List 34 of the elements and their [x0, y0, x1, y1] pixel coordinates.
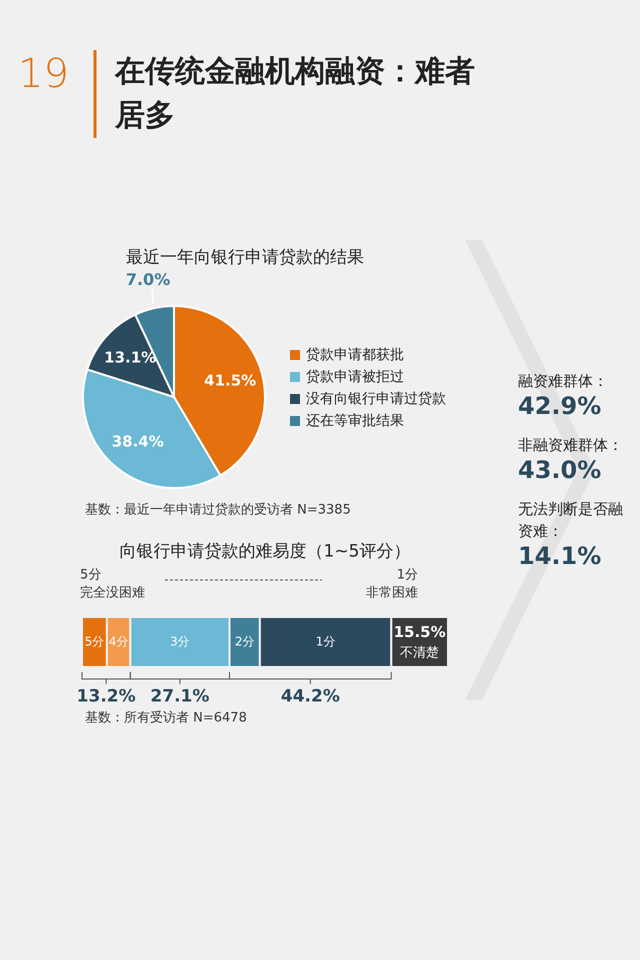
series-label: 不清楚: [400, 646, 440, 661]
text: 非常困难: [366, 586, 418, 601]
text: 43.0%: [518, 456, 602, 484]
text: 基数：最近一年申请过贷款的受访者 N=3385: [85, 502, 351, 518]
text: 44.2%: [280, 686, 340, 707]
data-label: 7.0%: [126, 270, 170, 290]
data-label: 13.1%: [104, 348, 156, 367]
legend-label: 贷款申请都获批: [306, 346, 404, 363]
legend-label: 还在等审批结果: [306, 412, 404, 429]
series-label: 1分: [316, 634, 336, 648]
text: 无法判断是否融资难：: [518, 499, 624, 542]
text: 13.2%: [76, 686, 136, 707]
text: 融资难群体：: [518, 371, 609, 392]
series-label: 2分: [234, 634, 255, 648]
text: 14.1%: [518, 542, 602, 570]
chart-title: 向银行申请贷款的难易度（1~5评分）: [120, 542, 410, 562]
text: 1分: [396, 568, 418, 583]
chart-title: 在传统金融机构融资：难者居多: [115, 53, 476, 135]
text: 完全没困难: [80, 584, 145, 601]
series-label: 5分: [84, 634, 104, 648]
text: 19: [18, 50, 69, 98]
text: 非融资难群体：: [518, 435, 624, 456]
data-label: 38.4%: [112, 432, 164, 451]
series-label: 4分: [108, 634, 128, 648]
text: 基数：所有受访者 N=6478: [85, 710, 247, 726]
data-label: 41.5%: [204, 372, 256, 390]
text: 42.9%: [518, 392, 602, 420]
series-label: 3分: [170, 634, 190, 648]
text: 27.1%: [150, 686, 210, 707]
legend-label: 贷款申请被拒过: [306, 368, 404, 385]
text: 5分: [80, 568, 102, 583]
data-label: 15.5%: [394, 623, 446, 642]
legend-label: 没有向银行申请过贷款: [306, 390, 446, 407]
chart-subtitle: 最近一年向银行申请贷款的结果: [126, 248, 364, 268]
